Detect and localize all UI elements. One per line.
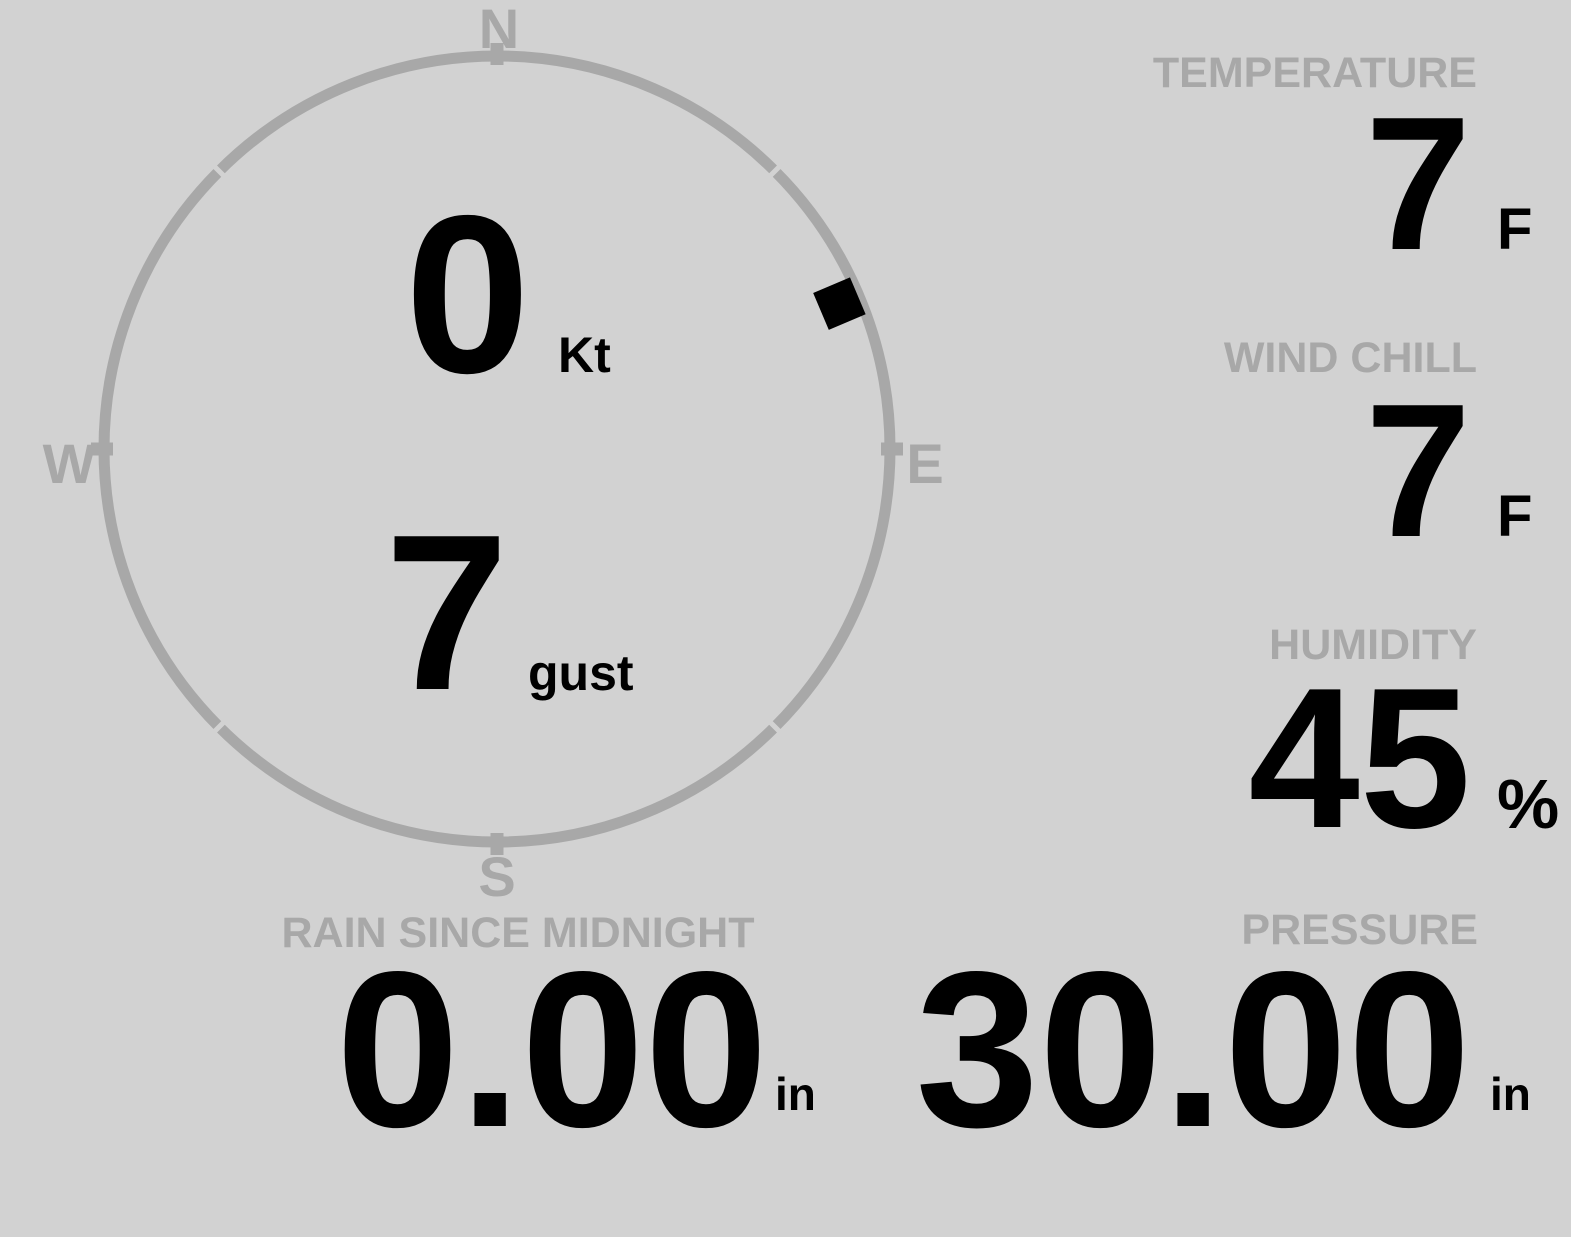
wind-speed-value: 0 [405,168,531,420]
compass-intercardinal-notches [206,158,788,740]
rain-value: 0.00 [335,926,768,1174]
humidity-value: 45 [1248,647,1471,870]
temperature-value: 7 [1365,78,1471,290]
wind-chill-unit: F [1497,484,1533,549]
compass-label-east: E [906,432,944,495]
compass-notch-sw [206,715,231,740]
wind-speed-unit: Kt [558,327,611,383]
pressure-label: PRESSURE [1241,906,1478,954]
compass-label-west: W [42,432,96,495]
pressure-unit: in [1490,1068,1531,1120]
compass-label-north: N [478,0,520,60]
humidity-label: HUMIDITY [1269,621,1477,669]
wind-chill-label: WIND CHILL [1223,334,1477,382]
compass-label-south: S [478,845,516,908]
wind-direction-marker [813,277,866,330]
wind-gust-label: gust [528,645,634,701]
wind-compass [91,43,903,855]
humidity-unit: % [1497,765,1560,843]
temperature-unit: F [1497,197,1533,262]
rain-label: RAIN SINCE MIDNIGHT [281,909,755,957]
wind-chill-value: 7 [1365,365,1471,577]
compass-cardinal-ticks [91,43,903,855]
wind-gust-value: 7 [385,489,509,737]
rain-unit: in [775,1068,816,1120]
pressure-value: 30.00 [915,926,1471,1174]
temperature-label: TEMPERATURE [1152,49,1477,97]
compass-notch-ne [763,158,788,183]
compass-notch-se [763,715,788,740]
compass-notch-nw [206,158,231,183]
